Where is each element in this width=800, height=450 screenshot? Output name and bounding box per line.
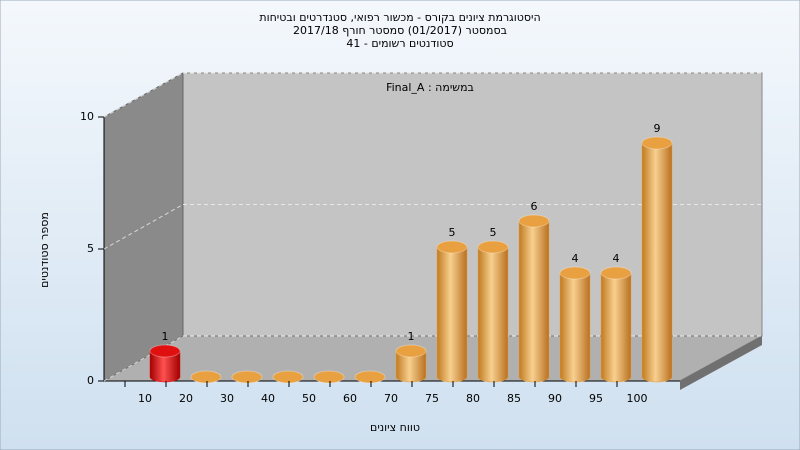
title: היסטוגרמת ציונים בקורס - מכשור רפואי, סט… [259,11,540,50]
bar [395,350,427,383]
bar [559,272,591,383]
bar-top [641,136,673,150]
bar-value-label: 5 [490,226,497,239]
x-tick-label: 20 [179,392,193,405]
bar-value-label: 6 [531,200,538,213]
x-tick-label: 75 [425,392,439,405]
bar-top [190,370,222,384]
grid-line [103,72,184,118]
bar-top [559,266,591,280]
chart-subtitle: בסמסטר (01/2017) סמסטר חורף 2017/18 [293,24,507,37]
chart-title: היסטוגרמת ציונים בקורס - מכשור רפואי, סט… [259,11,540,24]
y-axis-label: מספר סטודנטים [38,212,51,288]
y-tick-label: 0 [87,374,94,387]
x-tick-label: 10 [138,392,152,405]
x-tick-label: 60 [343,392,357,405]
bar-value-label: 4 [572,252,579,265]
x-tick-label: 90 [548,392,562,405]
bar-top [518,214,550,228]
bar-value-label: 1 [162,330,169,343]
bar-value-label: 1 [408,330,415,343]
bar [436,246,468,383]
bar-top [477,240,509,254]
x-tick-label: 50 [302,392,316,405]
bar-top [395,344,427,358]
bar [641,142,673,383]
bar-value-label: 9 [654,122,661,135]
bar-top [272,370,304,384]
bar [600,272,632,383]
x-axis-label: טווח ציונים [370,421,420,434]
bar-top [354,370,386,384]
bar-top [436,240,468,254]
bar-value-label: 5 [449,226,456,239]
x-tick-label: 70 [384,392,398,405]
x-tick-label: 100 [627,392,648,405]
bar-top [313,370,345,384]
bar [477,246,509,383]
bar-value-label: 4 [613,252,620,265]
x-tick-label: 30 [220,392,234,405]
x-tick-label: 80 [466,392,480,405]
floor-edge [680,336,762,390]
x-tick-label: 40 [261,392,275,405]
x-tick-label: 95 [589,392,603,405]
annotation: Final_A : במשימה [386,81,474,94]
x-tick-label: 85 [507,392,521,405]
grid-line [103,335,184,382]
y-tick-label: 5 [87,242,94,255]
bar-top [149,344,181,358]
bar-top [600,266,632,280]
bar-top [231,370,263,384]
grid-line [103,204,184,250]
y-tick-label: 10 [80,110,94,123]
bar [518,220,550,383]
bar [149,350,181,383]
chart-subtitle: סטודנטים רשומים - 41 [346,37,453,50]
